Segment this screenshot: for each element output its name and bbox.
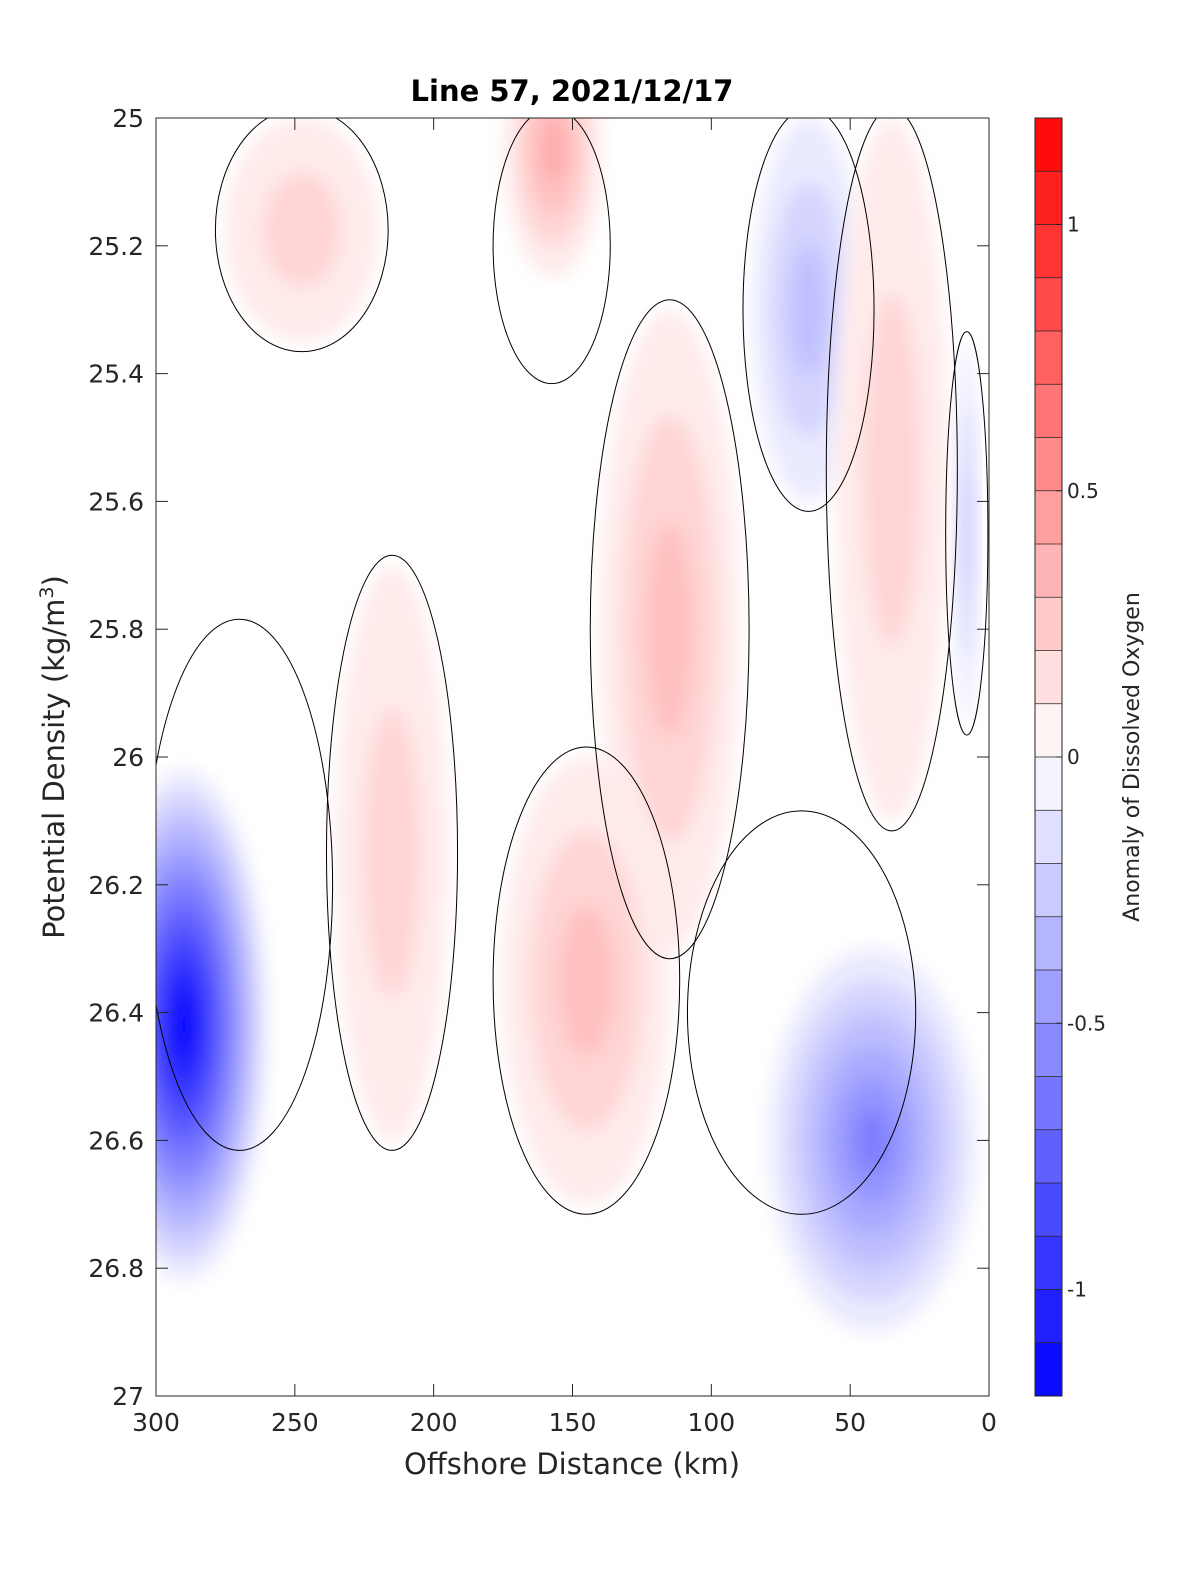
y-tick-label-9: 26.8	[88, 1254, 144, 1283]
colorbar-segment-14	[1035, 863, 1062, 918]
colorbar-segment-12	[1035, 757, 1062, 811]
colorbar-segment-7	[1035, 490, 1062, 545]
zero-contour-5	[492, 118, 611, 385]
zero-contour-1	[156, 618, 334, 1151]
colorbar-segment-11	[1035, 703, 1062, 758]
y-axis: 25 25.2 25.4 25.6 25.8 26 26.2 26.4 26.6 26.8 27	[88, 104, 989, 1411]
anomaly-region-5	[504, 118, 602, 278]
colorbar-segment-4	[1035, 331, 1062, 385]
colorbar-segment-5	[1035, 384, 1062, 438]
colorbar-segment-23	[1035, 1342, 1062, 1397]
colorbar-segment-18	[1035, 1076, 1062, 1131]
x-tick-label-0: 300	[132, 1408, 180, 1437]
colorbar-segment-19	[1035, 1129, 1062, 1184]
x-axis-label: Offshore Distance (km)	[404, 1447, 740, 1481]
colorbar-segment-15	[1035, 916, 1062, 971]
anomaly-region-8	[225, 118, 379, 342]
colorbar-segment-2	[1035, 224, 1062, 279]
zero-contour-8	[214, 118, 389, 353]
anomaly-region-10	[836, 118, 948, 821]
colorbar-segment-3	[1035, 277, 1062, 332]
zero-contour-2	[945, 331, 989, 736]
colorbar-segment-21	[1035, 1236, 1062, 1290]
x-tick-label-5: 50	[834, 1408, 866, 1437]
anomaly-field	[156, 118, 978, 1333]
colorbar-segment-10	[1035, 650, 1062, 705]
zero-contour-4	[686, 810, 917, 1215]
x-tick-label-4: 100	[687, 1408, 735, 1437]
colorbar-segment-13	[1035, 810, 1062, 864]
colorbar-tick-label-3: 0.5	[1067, 479, 1099, 503]
x-axis: 300 250 200 150 100 50 0	[132, 118, 997, 1437]
colorbar-segment-6	[1035, 437, 1062, 492]
y-tick-label-3: 25.6	[88, 487, 144, 516]
anomaly-region-1	[156, 769, 268, 1281]
zero-contour-lines	[156, 118, 989, 1215]
anomaly-region-3	[752, 118, 865, 502]
x-tick-label-2: 200	[410, 1408, 458, 1437]
y-tick-label-1: 25.2	[88, 232, 144, 261]
colorbar-tick-label-4: 1	[1067, 213, 1080, 237]
zero-contour-10	[825, 118, 958, 832]
y-tick-label-7: 26.4	[88, 999, 144, 1028]
colorbar-label: Anomaly of Dissolved Oxygen	[1120, 592, 1145, 922]
y-tick-label-4: 25.8	[88, 615, 144, 644]
colorbar-segment-0	[1035, 118, 1062, 172]
zero-contour-3	[742, 118, 875, 512]
colorbar-tick-label-1: -0.5	[1067, 1011, 1106, 1035]
y-tick-label-8: 26.6	[88, 1126, 144, 1155]
colorbar-segment-8	[1035, 544, 1062, 598]
colorbar-segment-17	[1035, 1023, 1062, 1077]
y-tick-label-10: 27	[112, 1382, 144, 1411]
colorbar-segment-16	[1035, 970, 1062, 1024]
y-tick-label-2: 25.4	[88, 360, 144, 389]
zero-contour-6	[589, 299, 750, 960]
colorbar-tick-label-2: 0	[1067, 745, 1080, 769]
x-tick-label-3: 150	[549, 1408, 597, 1437]
x-tick-label-1: 250	[271, 1408, 319, 1437]
anomaly-region-9	[336, 565, 448, 1141]
anomaly-region-7	[503, 757, 670, 1205]
colorbar: -1 -0.5 0 0.5 1	[1034, 117, 1106, 1397]
colorbar-segment-1	[1035, 171, 1062, 225]
x-tick-label-6: 0	[981, 1408, 997, 1437]
chart-title: Line 57, 2021/12/17	[411, 74, 734, 108]
anomaly-region-6	[600, 309, 740, 949]
anomaly-region-4	[768, 948, 977, 1333]
zero-contour-9	[325, 554, 459, 1151]
y-tick-label-6: 26.2	[88, 871, 144, 900]
y-tick-label-5: 26	[112, 743, 144, 772]
y-axis-label: Potential Density (kg/m3)	[36, 575, 71, 939]
colorbar-segment-20	[1035, 1183, 1062, 1237]
y-tick-label-0: 25	[112, 104, 144, 133]
zero-contour-7	[492, 746, 681, 1215]
anomaly-region-2	[955, 341, 978, 726]
colorbar-tick-label-0: -1	[1067, 1278, 1087, 1302]
colorbar-segment-22	[1035, 1289, 1062, 1344]
colorbar-segment-9	[1035, 597, 1062, 651]
